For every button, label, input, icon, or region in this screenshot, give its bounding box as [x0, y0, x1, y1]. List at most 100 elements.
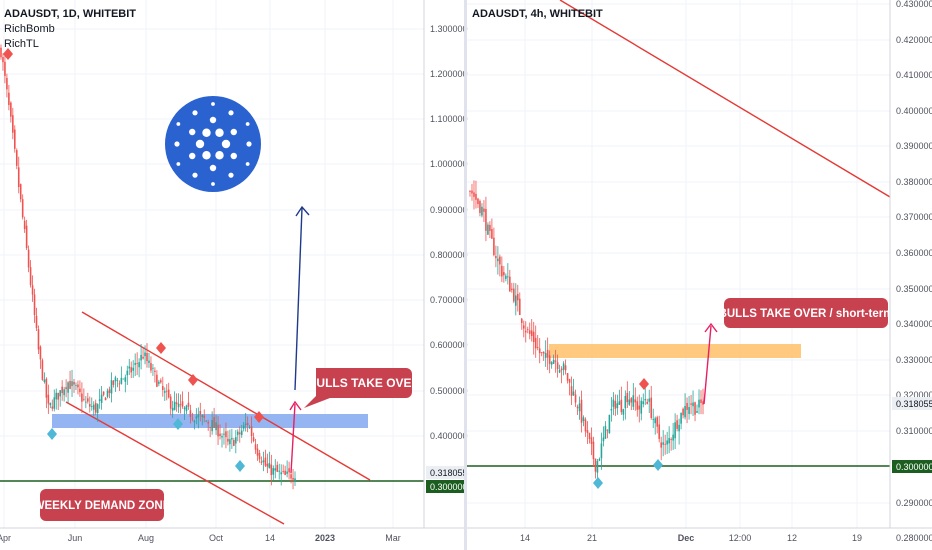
candle-body: [518, 298, 521, 316]
candle-body: [213, 416, 215, 428]
candle-body: [684, 405, 686, 418]
candle-body: [636, 401, 639, 410]
right-time-tick: 19: [852, 533, 862, 543]
candle-body: [138, 362, 140, 368]
left-chart-panel[interactable]: BULLS TAKE OVER WEEKLY DEMAND ZONE ADAUS…: [0, 0, 424, 528]
left-channel-lower-line[interactable]: [65, 401, 285, 525]
candle-body: [278, 470, 281, 472]
right-last-price-tag: [892, 397, 932, 410]
right-price-tick: 0.390000: [896, 141, 932, 151]
candle-body: [2, 57, 4, 63]
candle-body: [260, 461, 263, 463]
candle-body: [152, 367, 154, 369]
left-support-tag: [426, 480, 464, 493]
candle-body: [560, 368, 563, 371]
left-price-axis[interactable]: 1.300000 1.200000 1.100000 1.000000 0.900000…: [423, 0, 468, 528]
candle-body: [698, 399, 700, 408]
candle-body: [179, 404, 182, 406]
candle-body: [528, 330, 531, 334]
candle-body: [225, 431, 227, 438]
candle-body: [580, 399, 583, 423]
left-price-tick: 0.900000: [430, 205, 468, 215]
candle-body: [592, 441, 595, 460]
panel-divider[interactable]: [464, 0, 467, 550]
candle-body: [513, 288, 515, 302]
buy-signal-icon: [235, 460, 245, 472]
left-indicator-1: RichBomb: [4, 23, 55, 35]
candle-body: [546, 349, 549, 358]
right-time-tick: 21: [587, 533, 597, 543]
candle-body: [614, 400, 617, 409]
candle-body: [94, 402, 97, 413]
right-callout-bulls: BULLS TAKE OVER / short-term: [719, 298, 893, 328]
candle-body: [144, 352, 146, 357]
right-descending-trendline[interactable]: [559, 0, 891, 198]
candle-body: [292, 477, 294, 480]
candle-body: [264, 457, 267, 466]
left-price-tick: 1.000000: [430, 159, 468, 169]
candle-body: [564, 365, 567, 371]
left-demand-zone: [52, 414, 368, 428]
candle-body: [628, 399, 631, 405]
candle-body: [211, 420, 213, 432]
candle-body: [680, 412, 682, 424]
left-support-label: 0.300000: [430, 482, 468, 492]
right-resistance-zone: [549, 344, 801, 358]
right-time-tick: 14: [520, 533, 530, 543]
right-price-tick: 0.400000: [896, 106, 932, 116]
candle-body: [642, 401, 645, 405]
right-chart-panel[interactable]: BULLS TAKE OVER / short-term ADAUSDT, 4h…: [467, 0, 893, 528]
candle-body: [236, 431, 239, 435]
candle-body: [221, 436, 223, 438]
candle-body: [79, 388, 81, 393]
candle-body: [205, 420, 208, 422]
candle-body: [672, 434, 674, 441]
candle-body: [83, 398, 85, 400]
candle-body: [509, 276, 511, 292]
candle-body: [57, 392, 60, 400]
candle-body: [244, 423, 247, 426]
candle-body: [670, 439, 672, 440]
candle-body: [217, 424, 219, 437]
candle-body: [77, 384, 79, 388]
candle-body: [622, 409, 625, 415]
candle-body: [520, 318, 523, 323]
candle-body: [524, 330, 527, 333]
candle-body: [195, 416, 198, 419]
candle-body: [570, 386, 573, 396]
right-time-tick: 12:00: [729, 533, 752, 543]
candle-body: [199, 410, 202, 415]
candle-body: [146, 353, 148, 362]
candle-body: [696, 411, 698, 413]
candle-body: [207, 422, 209, 424]
right-time-tick: Dec: [678, 533, 695, 543]
candle-body: [274, 468, 277, 471]
candle-body: [102, 391, 105, 395]
right-price-axis[interactable]: 0.430000 0.420000 0.410000 0.400000 0.390000…: [889, 0, 932, 543]
candle-body: [120, 377, 123, 384]
candle-body: [158, 381, 160, 384]
candle-body: [162, 386, 164, 390]
candle-body: [548, 355, 551, 364]
candle-body: [171, 407, 174, 411]
candle-body: [132, 367, 134, 371]
candle-body: [604, 426, 607, 439]
candle-body: [116, 380, 119, 382]
left-price-tick: 1.100000: [430, 114, 468, 124]
candle-body: [233, 439, 235, 446]
left-time-axis[interactable]: Apr Jun Aug Oct 14 2023 Mar: [0, 527, 464, 543]
cardano-logo-icon: [165, 96, 261, 192]
candle-body: [594, 458, 597, 472]
candle-body: [75, 385, 77, 386]
buy-signal-icon: [653, 459, 663, 471]
left-channel-upper-line[interactable]: [81, 311, 371, 481]
candle-body: [678, 424, 680, 432]
candle-body: [23, 220, 26, 229]
candle-body: [136, 363, 138, 365]
candle-body: [85, 401, 87, 403]
candle-body: [282, 471, 284, 472]
candle-body: [495, 255, 497, 259]
right-time-axis[interactable]: 14 21 Dec 12:00 12 19: [467, 527, 932, 543]
candle-body: [507, 276, 509, 278]
